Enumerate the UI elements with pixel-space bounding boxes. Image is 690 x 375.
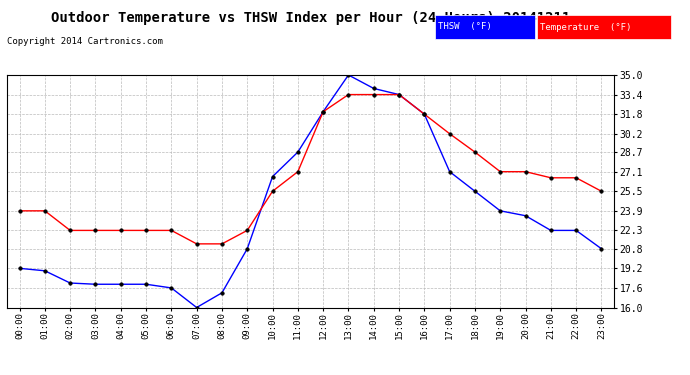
Text: Copyright 2014 Cartronics.com: Copyright 2014 Cartronics.com [7, 38, 163, 46]
Text: THSW  (°F): THSW (°F) [438, 22, 492, 32]
Text: Temperature  (°F): Temperature (°F) [540, 22, 631, 32]
Text: Outdoor Temperature vs THSW Index per Hour (24 Hours) 20141211: Outdoor Temperature vs THSW Index per Ho… [51, 11, 570, 25]
